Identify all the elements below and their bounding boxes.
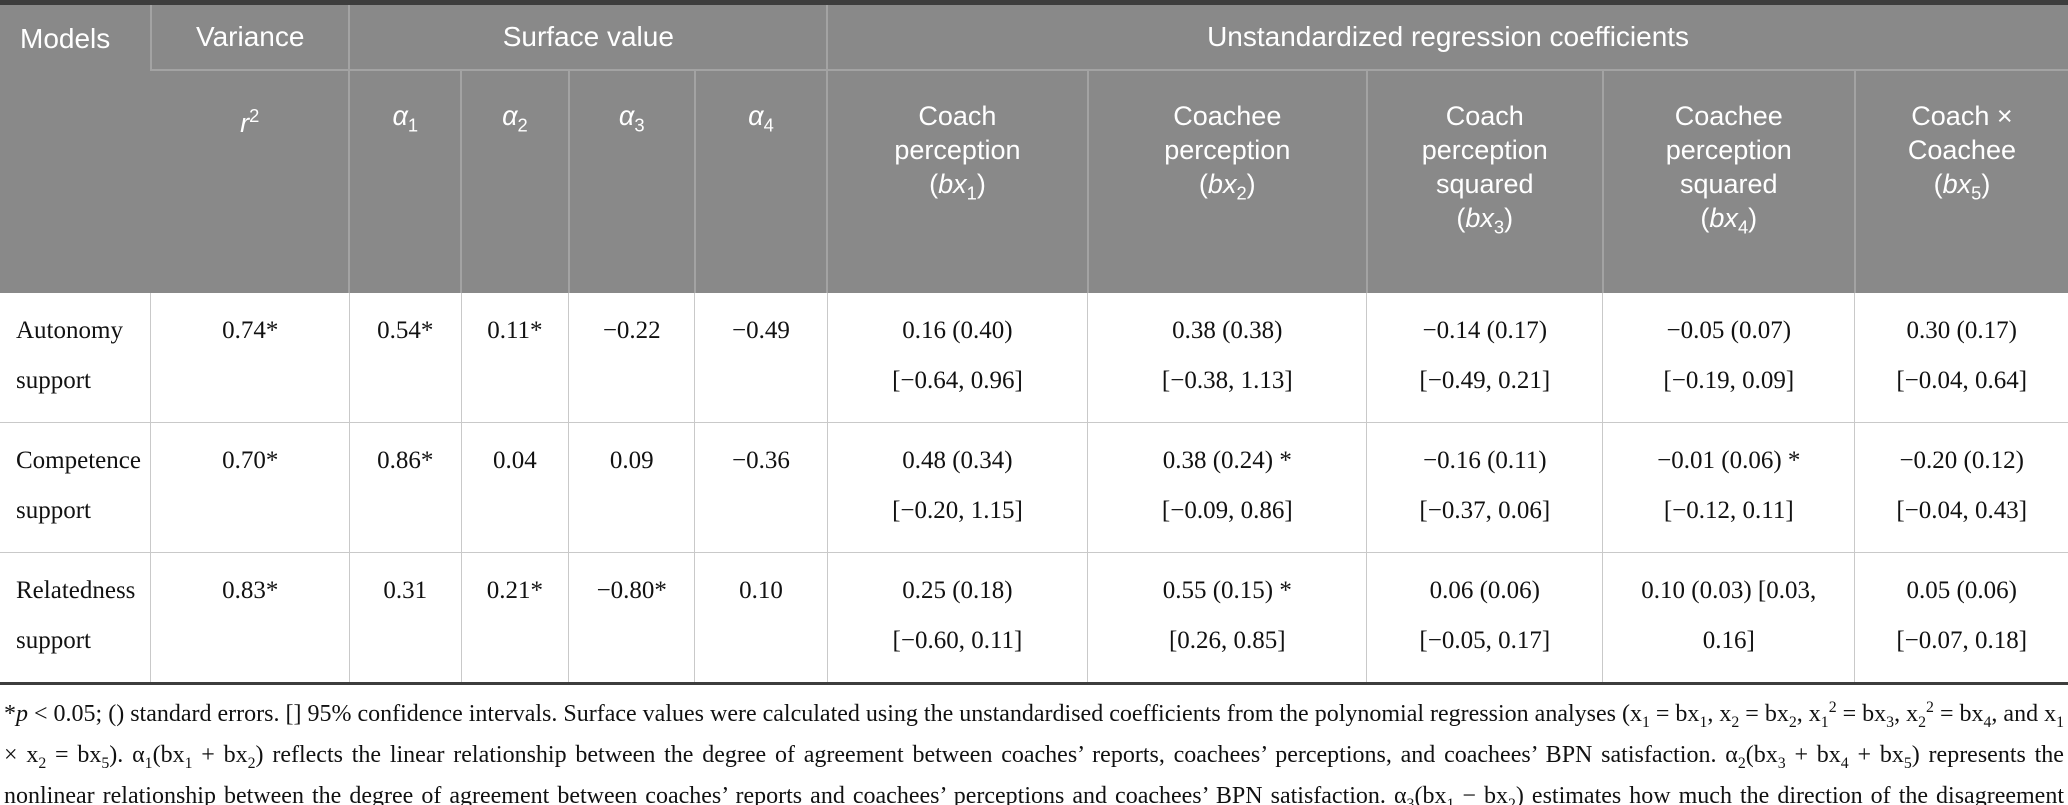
cell-alpha-3: −0.22	[568, 293, 696, 423]
cell-bx4: −0.01 (0.06) * [−0.12, 0.11]	[1602, 422, 1856, 553]
cell-bx2: 0.38 (0.38) [−0.38, 1.13]	[1087, 293, 1368, 423]
col-group-surface-value: Surface value	[348, 2, 828, 70]
estimate: 0.55 (0.15) *	[1162, 577, 1292, 604]
estimate: 0.48 (0.34)	[902, 447, 1013, 474]
estimate: 0.16 (0.40)	[902, 317, 1013, 344]
confidence-interval: [−0.37, 0.06]	[1419, 497, 1551, 524]
col-header-alpha-4: α4	[693, 69, 828, 293]
confidence-interval: [−0.04, 0.64]	[1896, 367, 2028, 394]
confidence-interval: [−0.20, 1.15]	[892, 497, 1023, 524]
cell-r-squared: 0.74*	[150, 293, 350, 423]
estimate: −0.01 (0.06) *	[1657, 447, 1801, 474]
cell-bx2: 0.55 (0.15) * [0.26, 0.85]	[1087, 552, 1368, 684]
cell-model: Relatedness support	[0, 552, 152, 684]
confidence-interval: [−0.38, 1.13]	[1161, 367, 1293, 394]
header-group-row: Models Variance Surface value Unstandard…	[0, 2, 2068, 293]
cell-alpha-2: 0.11*	[460, 293, 570, 423]
confidence-interval: [−0.07, 0.18]	[1896, 627, 2028, 654]
estimate: 0.25 (0.18)	[902, 577, 1013, 604]
col-header-variance: Variance	[149, 2, 350, 70]
cell-r-squared: 0.70*	[150, 422, 350, 553]
confidence-interval: [0.26, 0.85]	[1168, 627, 1286, 654]
cell-bx3: −0.16 (0.11) [−0.37, 0.06]	[1366, 422, 1604, 553]
col-header-r-squared: r2	[150, 69, 350, 293]
confidence-interval: [−0.19, 0.09]	[1663, 367, 1795, 394]
cell-model: Autonomy support	[0, 293, 152, 423]
confidence-interval: [−0.12, 0.11]	[1663, 497, 1794, 524]
estimate: 0.06 (0.06)	[1429, 577, 1540, 604]
table-row-relatedness-support: Relatedness support 0.83* 0.31 0.21* −0.…	[0, 552, 2068, 684]
confidence-interval: [−0.64, 0.96]	[892, 367, 1023, 394]
confidence-interval: [−0.60, 0.11]	[892, 627, 1023, 654]
cell-r-squared: 0.83*	[150, 552, 350, 684]
cell-bx3: 0.06 (0.06) [−0.05, 0.17]	[1366, 552, 1604, 684]
regression-results-table: Models Variance Surface value Unstandard…	[0, 0, 2068, 685]
col-group-unstandardized-coefficients: Unstandardized regression coefficients	[826, 2, 2068, 70]
table-row-competence-support: Competence support 0.70* 0.86* 0.04 0.09…	[0, 422, 2068, 553]
cell-alpha-3: −0.80*	[568, 552, 696, 684]
col-header-alpha-2: α2	[460, 69, 569, 293]
confidence-interval: [−0.09, 0.86]	[1161, 497, 1293, 524]
cell-bx5: −0.20 (0.12) [−0.04, 0.43]	[1854, 422, 2068, 553]
estimate: 0.10 (0.03) [0.03,	[1641, 577, 1817, 604]
cell-bx2: 0.38 (0.24) * [−0.09, 0.86]	[1087, 422, 1368, 553]
cell-bx3: −0.14 (0.17) [−0.49, 0.21]	[1366, 293, 1604, 423]
col-header-alpha-3: α3	[567, 69, 695, 293]
estimate: 0.30 (0.17)	[1906, 317, 2017, 344]
cell-bx5: 0.30 (0.17) [−0.04, 0.64]	[1854, 293, 2068, 423]
cell-model: Competence support	[0, 422, 152, 553]
col-header-coach-x-coachee: Coach × Coachee (bx5)	[1853, 69, 2068, 293]
cell-alpha-1: 0.86*	[348, 422, 462, 553]
header-sub-row: r2 α1 α2 α3 α4 Coach perception (bx1) Coac…	[0, 69, 2068, 293]
col-header-coachee-perception-squared: Coachee perception squared (bx4)	[1601, 69, 1855, 293]
estimate: 0.38 (0.24) *	[1162, 447, 1292, 474]
confidence-interval: [−0.49, 0.21]	[1419, 367, 1551, 394]
cell-alpha-4: −0.49	[694, 293, 828, 423]
estimate: 0.38 (0.38)	[1172, 317, 1283, 344]
col-header-models: Models	[0, 2, 151, 293]
cell-alpha-1: 0.54*	[348, 293, 462, 423]
estimate: −0.14 (0.17)	[1422, 317, 1548, 344]
cell-alpha-4: −0.36	[694, 422, 828, 553]
cell-bx1: 0.25 (0.18) [−0.60, 0.11]	[826, 552, 1089, 684]
cell-alpha-1: 0.31	[348, 552, 462, 684]
estimate: 0.05 (0.06)	[1906, 577, 2017, 604]
cell-bx1: 0.48 (0.34) [−0.20, 1.15]	[826, 422, 1089, 553]
estimate: −0.20 (0.12)	[1899, 447, 2024, 474]
table-row-autonomy-support: Autonomy support 0.74* 0.54* 0.11* −0.22…	[0, 293, 2068, 423]
estimate: −0.16 (0.11)	[1422, 447, 1547, 474]
confidence-interval: 0.16]	[1702, 627, 1755, 654]
col-header-coach-perception: Coach perception (bx1)	[826, 69, 1088, 293]
col-header-alpha-1: α1	[348, 69, 462, 293]
cell-alpha-3: 0.09	[568, 422, 696, 553]
cell-bx1: 0.16 (0.40) [−0.64, 0.96]	[826, 293, 1089, 423]
table-footnote: *p < 0.05; () standard errors. [] 95% co…	[4, 699, 2065, 805]
estimate: −0.05 (0.07)	[1666, 317, 1792, 344]
confidence-interval: [−0.04, 0.43]	[1896, 497, 2028, 524]
confidence-interval: [−0.05, 0.17]	[1419, 627, 1551, 654]
cell-bx4: 0.10 (0.03) [0.03, 0.16]	[1602, 552, 1856, 684]
cell-alpha-2: 0.04	[460, 422, 570, 553]
col-header-coachee-perception: Coachee perception (bx2)	[1086, 69, 1367, 293]
cell-alpha-4: 0.10	[694, 552, 828, 684]
cell-alpha-2: 0.21*	[460, 552, 570, 684]
col-header-coach-perception-squared: Coach perception squared (bx3)	[1365, 69, 1603, 293]
cell-bx4: −0.05 (0.07) [−0.19, 0.09]	[1602, 293, 1856, 423]
cell-bx5: 0.05 (0.06) [−0.07, 0.18]	[1854, 552, 2068, 684]
